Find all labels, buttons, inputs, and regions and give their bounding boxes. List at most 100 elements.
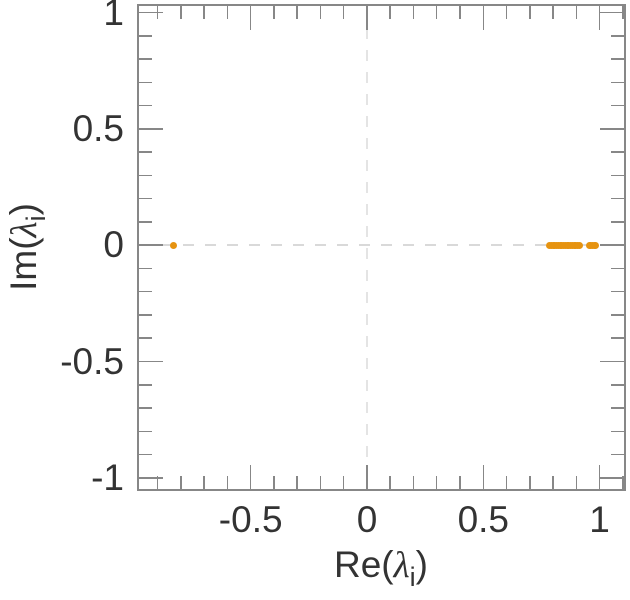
y-tick-right — [611, 197, 624, 200]
y-axis-label: Im(λi) — [3, 203, 51, 291]
x-tick-bottom — [203, 476, 205, 489]
y-axis-label-subscript: i — [21, 215, 52, 222]
y-tick-left — [139, 453, 152, 456]
y-tick-right — [611, 337, 624, 339]
x-tick-bottom — [598, 465, 601, 489]
x-axis-label-prefix: Re( — [334, 544, 394, 585]
x-tick-top — [598, 6, 601, 30]
y-tick-right — [611, 453, 624, 456]
x-tick-top — [226, 6, 229, 19]
y-tick-left — [139, 477, 163, 479]
x-tick-top — [412, 6, 415, 19]
y-tick-left — [139, 360, 163, 363]
y-tick-right — [611, 430, 624, 433]
x-tick-bottom — [342, 476, 345, 489]
y-axis-label-suffix: ) — [3, 203, 44, 216]
x-tick-bottom — [622, 476, 624, 489]
y-tick-left — [139, 221, 152, 223]
x-tick-top — [319, 6, 322, 19]
y-tick-left — [139, 151, 152, 153]
x-tick-bottom — [319, 476, 322, 489]
y-tick-right — [611, 151, 624, 153]
x-tick-label: 1 — [589, 499, 610, 540]
y-tick-right — [611, 384, 624, 386]
y-tick-label: 0 — [103, 223, 124, 265]
x-tick-top — [389, 6, 391, 19]
y-tick-right — [611, 58, 624, 60]
y-tick-left — [139, 104, 152, 107]
y-tick-left — [139, 81, 152, 84]
x-tick-top — [203, 6, 205, 19]
y-tick-right — [600, 128, 624, 130]
y-tick-right — [600, 477, 624, 479]
x-tick-bottom — [529, 476, 531, 489]
y-tick-right — [611, 35, 624, 37]
x-tick-bottom — [180, 476, 182, 489]
y-tick-left — [139, 11, 163, 14]
y-tick-left — [139, 244, 163, 246]
x-tick-bottom — [156, 476, 159, 489]
y-tick-right — [611, 104, 624, 107]
y-tick-label: 0.5 — [72, 107, 124, 149]
y-tick-right — [600, 244, 624, 246]
zero-real-dashed-line — [366, 6, 368, 489]
x-tick-top — [552, 6, 554, 19]
x-tick-label: 0 — [356, 499, 378, 540]
y-tick-right — [611, 407, 624, 409]
y-tick-left — [139, 384, 152, 386]
y-tick-right — [600, 11, 624, 14]
eigenvalue-point — [591, 241, 599, 249]
x-tick-top — [435, 6, 438, 19]
y-tick-left — [139, 174, 152, 177]
x-tick-bottom — [249, 465, 252, 489]
eigenvalue-point — [170, 241, 178, 249]
y-tick-right — [611, 267, 624, 270]
x-tick-top — [180, 6, 182, 19]
y-tick-left — [139, 267, 152, 270]
lambda-symbol: λ — [4, 221, 45, 238]
y-tick-right — [611, 221, 624, 223]
x-tick-bottom — [575, 476, 578, 489]
x-tick-label: -0.5 — [218, 499, 283, 540]
x-tick-top — [575, 6, 578, 19]
x-axis-label-suffix: ) — [415, 544, 428, 585]
y-tick-right — [600, 360, 624, 363]
eigenvalue-point — [575, 241, 583, 249]
y-tick-right — [611, 81, 624, 84]
x-tick-top — [366, 6, 368, 30]
y-tick-left — [139, 314, 152, 316]
y-tick-left — [139, 128, 163, 130]
x-axis-label: Re(λi) — [334, 544, 428, 591]
x-tick-bottom — [505, 476, 508, 489]
y-tick-left — [139, 58, 152, 60]
x-tick-bottom — [412, 476, 415, 489]
x-tick-bottom — [389, 476, 391, 489]
y-tick-left — [139, 407, 152, 409]
x-tick-top — [342, 6, 345, 19]
x-tick-bottom — [482, 465, 485, 489]
y-tick-right — [611, 174, 624, 177]
zero-imaginary-dashed-line — [139, 244, 624, 247]
x-tick-label: 0.5 — [457, 499, 510, 540]
x-tick-bottom — [296, 476, 298, 489]
y-tick-left — [139, 430, 152, 433]
y-tick-label: -0.5 — [60, 340, 124, 382]
x-tick-bottom — [552, 476, 554, 489]
y-tick-label: -1 — [91, 456, 124, 498]
lambda-symbol: λ — [393, 545, 410, 586]
x-tick-bottom — [459, 476, 461, 489]
x-tick-top — [505, 6, 508, 19]
x-tick-bottom — [226, 476, 229, 489]
x-tick-top — [273, 6, 275, 19]
x-tick-top — [459, 6, 461, 19]
x-tick-top — [529, 6, 531, 19]
x-tick-bottom — [273, 476, 275, 489]
y-tick-left — [139, 197, 152, 200]
x-tick-top — [482, 6, 485, 30]
x-tick-top — [296, 6, 298, 19]
plot-area — [137, 4, 626, 491]
y-tick-right — [611, 290, 624, 293]
x-tick-bottom — [435, 476, 438, 489]
x-tick-top — [249, 6, 252, 30]
